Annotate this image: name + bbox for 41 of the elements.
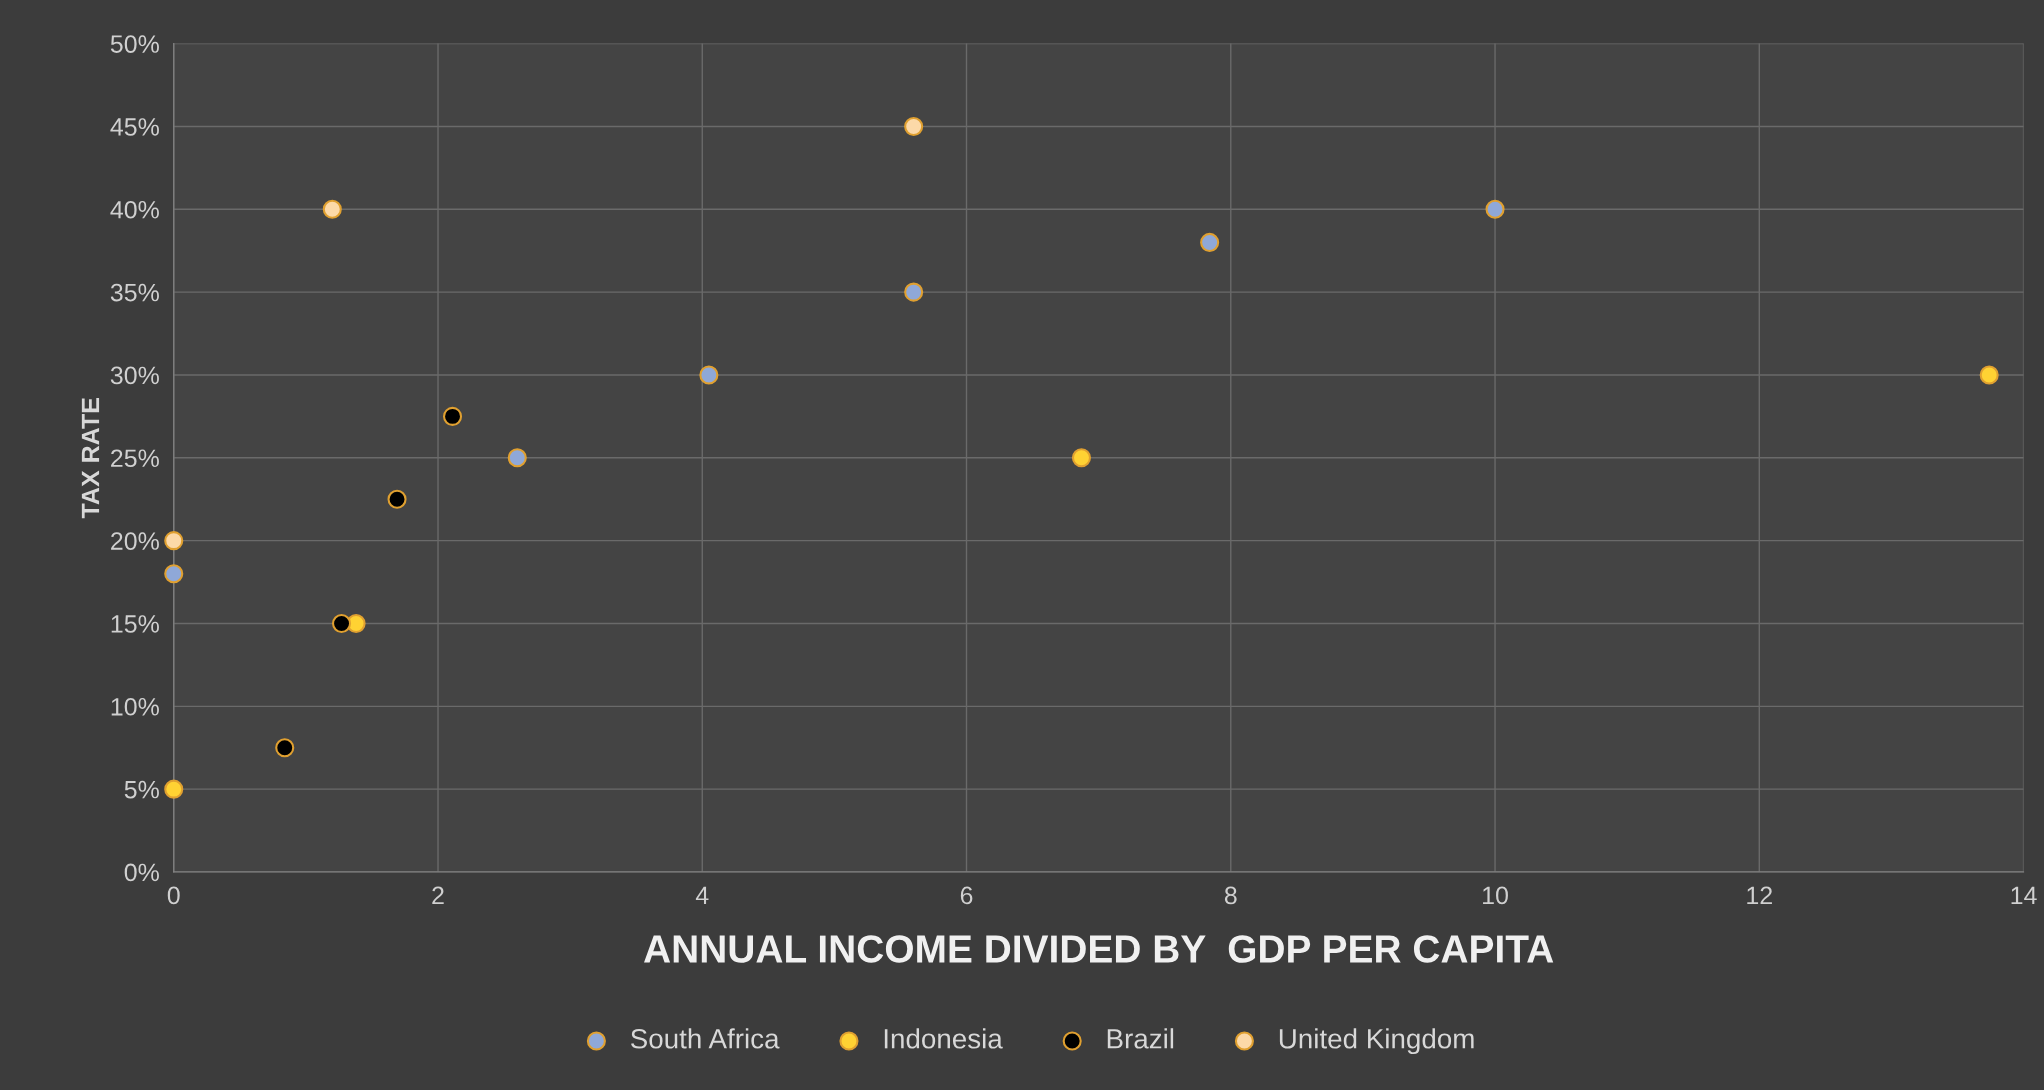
y-tick-label: 15% (111, 615, 159, 633)
point (275, 738, 295, 758)
point (1979, 365, 1999, 385)
y-tick-label: 5% (124, 780, 159, 799)
point (1485, 199, 1505, 219)
x-tick-label: 14 (2011, 886, 2037, 905)
point (332, 613, 352, 634)
y-tick-label: 25% (111, 449, 159, 468)
legend-label: South Africa (630, 1028, 780, 1049)
y-tick-label: 45% (110, 118, 159, 136)
y-tick-label: 0% (124, 863, 159, 882)
point (699, 365, 719, 385)
legend-label: United Kingdom (1279, 1028, 1474, 1055)
y-tick-label: 10% (111, 697, 159, 716)
point (164, 779, 184, 799)
x-tick-label: 10 (1483, 886, 1508, 905)
x-tick-label: 8 (1224, 886, 1237, 905)
point (1071, 448, 1092, 468)
y-tick-label: 40% (110, 200, 159, 219)
point (904, 116, 924, 136)
y-tick-label: 50% (110, 35, 159, 53)
x-axis-title: ANNUAL INCOME DIVIDED BY GDP PER CAPITA (644, 935, 1554, 963)
point (442, 406, 463, 426)
point (387, 489, 407, 509)
legend-label: Brazil (1107, 1028, 1174, 1049)
point (1200, 232, 1220, 252)
y-tick-label: 30% (110, 366, 159, 385)
legend-label: Indonesia (884, 1028, 1003, 1049)
point (904, 282, 924, 302)
x-tick-label: 12 (1747, 886, 1772, 905)
y-tick-label: 20% (111, 532, 159, 550)
x-tick-label: 6 (960, 886, 973, 905)
y-axis-title: TAX RATE (81, 398, 100, 519)
x-tick-label: 0 (167, 886, 180, 905)
x-tick-label: 4 (695, 886, 709, 905)
point (164, 531, 184, 551)
x-tick-label: 2 (432, 886, 444, 905)
point (322, 199, 342, 219)
y-tick-label: 35% (110, 283, 159, 302)
point (164, 564, 184, 584)
point (507, 448, 527, 468)
